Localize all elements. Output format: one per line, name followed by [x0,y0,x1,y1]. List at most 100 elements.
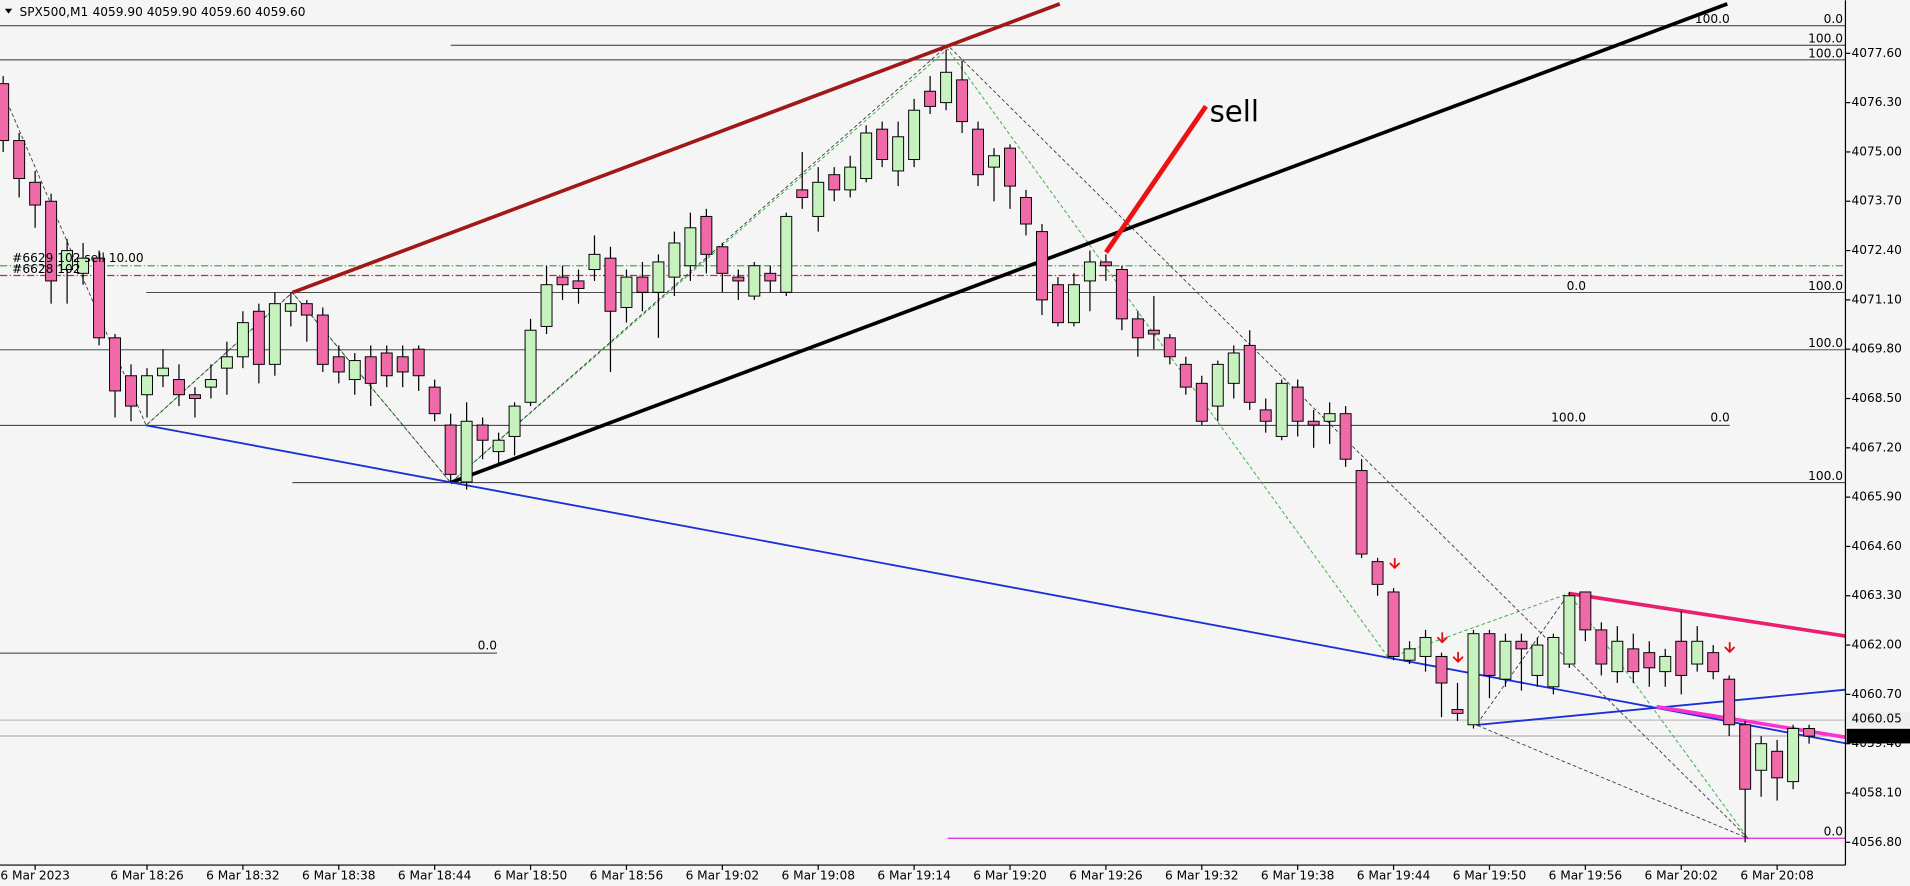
y-tick-label: 4064.60 [1852,539,1902,553]
candle-body [1563,595,1576,665]
candle-body [1579,591,1592,631]
candle-body [428,386,441,415]
candle-body [1163,337,1176,358]
annotation: sell [1210,95,1259,129]
candle-body [188,394,201,399]
candle-body [1771,750,1784,779]
y-tick-label: 4067.20 [1852,440,1902,454]
candle-body [412,348,425,377]
candle-body [508,405,521,437]
annotation: 100.0 [1551,411,1586,425]
trend-line [291,2,1061,295]
candle-body [780,215,793,293]
candle-body [93,257,106,339]
candle-body [1547,636,1560,688]
candle-body [1787,728,1800,783]
annotation: #6628 102 [12,262,80,276]
x-tick-label: 6 Mar 18:44 [398,869,472,883]
candle-body [1755,743,1768,771]
x-tick-label: 6 Mar 18:56 [590,869,664,883]
trend-line [1568,591,1846,638]
y-tick-label: 4058.10 [1852,786,1902,800]
candle-body [1339,413,1352,460]
candle-body [652,261,665,293]
x-tick-label: 6 Mar 19:50 [1453,869,1527,883]
candle-body [1243,344,1256,403]
candle-body [1131,318,1144,339]
x-tick-label: 6 Mar 19:02 [686,869,760,883]
x-tick-label: 6 Mar 19:56 [1549,869,1623,883]
candle-body [1403,648,1416,661]
candle-body [316,314,329,365]
candle-body [892,136,905,172]
annotation: 100.0 [1808,46,1843,60]
candle-body [684,227,697,267]
annotation: 100.0 [1808,469,1843,483]
candle-body [732,276,745,282]
candle-body [748,265,761,297]
x-tick-label: 6 Mar 19:32 [1165,869,1239,883]
y-tick-label: 4072.40 [1852,243,1902,257]
y-tick-label: 4065.90 [1852,490,1902,504]
candle-body [524,329,537,403]
candle-body [29,181,42,206]
candle-body [141,375,153,396]
candle-body [460,420,473,483]
candle-body [1291,386,1304,422]
x-tick-label: 6 Mar 18:50 [494,869,568,883]
y-tick-label: 4063.30 [1852,588,1902,602]
annotation: 100.0 [1808,336,1843,350]
candle-body [476,424,489,441]
candle-body [1227,352,1240,384]
y-tick-label: 4071.10 [1852,292,1902,306]
symbol: SPX500,M1 [19,5,88,19]
candle-body [332,356,345,373]
sell-line [1104,104,1208,254]
candle-body [908,109,921,161]
candle-body [556,276,569,286]
candle-body [77,257,90,274]
y-tick-label: 4076.30 [1852,95,1902,109]
annotation: 100.0 [1808,32,1843,46]
candle-body [940,71,953,104]
trend-line [146,424,1846,745]
candle-body [364,356,377,384]
candle-body [716,246,729,274]
candle-body [284,303,297,312]
candle-body [1147,329,1160,335]
candle-body [172,379,185,396]
candle-body [1020,196,1032,225]
y-tick-label: 4068.50 [1852,391,1902,405]
arrows [1389,558,1736,663]
annotation: 0.0 [1710,411,1729,425]
x-tick-label: 6 Mar 19:38 [1261,869,1335,883]
annotation: 0.0 [1824,12,1843,26]
candle-body [1723,678,1736,726]
candle-body [157,367,169,377]
candle-body [1595,629,1608,665]
x-tick-label: 6 Mar 18:26 [110,869,184,883]
candle-body [700,215,713,255]
candle-body [972,128,985,176]
price-tag [1846,728,1910,744]
candle-body [1067,284,1080,324]
x-tick-label: 6 Mar 19:20 [973,869,1047,883]
price-tag-label: 4060.05 [1852,712,1902,726]
candle-body [1627,648,1640,673]
trend-line [450,2,1728,485]
candle-body [1707,652,1720,673]
candle-body [1195,382,1208,422]
y-tick-label: 4073.70 [1852,194,1902,208]
candle-body [1739,724,1752,790]
candle-body [1643,652,1656,669]
annotation: 100.0 [1808,279,1843,293]
x-tick-label: 6 Mar 19:44 [1357,869,1431,883]
annotation: 0.0 [1824,825,1843,839]
candle-body [109,337,122,392]
candle-body [620,276,633,308]
y-tick-label: 4056.80 [1852,835,1902,849]
zigzag [0,44,1749,839]
candle-body [844,166,857,191]
